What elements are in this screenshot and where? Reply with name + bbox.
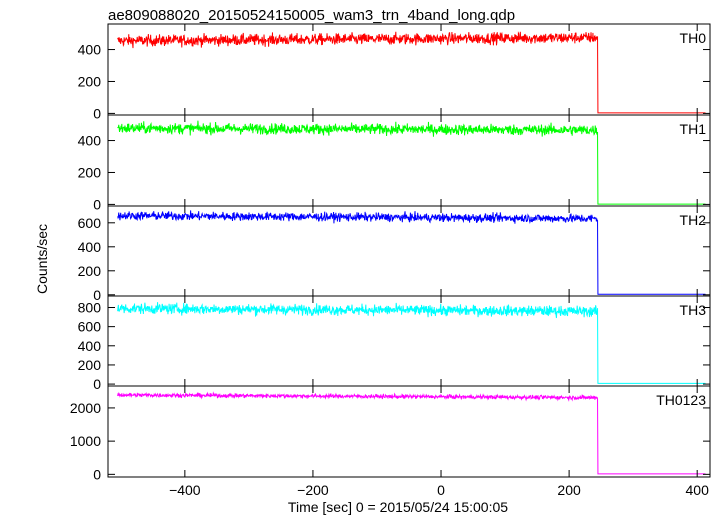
y-tick-label: 600 (78, 319, 102, 335)
x-tick-label: −400 (169, 482, 201, 498)
y-tick-label: 400 (78, 133, 102, 149)
y-axis-label: Counts/sec (34, 224, 50, 294)
x-axis-label: Time [sec] 0 = 2015/05/24 15:00:05 (288, 499, 508, 515)
panel-label-th2: TH2 (680, 212, 707, 228)
series-line-th2 (117, 210, 706, 295)
y-tick-label: 0 (93, 105, 101, 121)
panel-th0123: 0 1000 2000 TH0123 (70, 385, 711, 482)
panel-label-th0: TH0 (680, 30, 707, 46)
y-tick-label: 200 (78, 263, 102, 279)
y-tick-label: 200 (78, 73, 102, 89)
y-tick-label: 0 (93, 376, 101, 392)
series-line-th0 (117, 31, 706, 114)
x-tick-labels: −400 −200 0 200 400 (169, 482, 709, 498)
x-tick-label: −200 (297, 482, 329, 498)
y-tick-label: 2000 (70, 400, 101, 416)
y-tick-label: 0 (93, 466, 101, 482)
x-tick-label: 200 (557, 482, 581, 498)
panel-th2: 0 200 400 600 TH2 (78, 205, 711, 303)
x-tick-label: 400 (686, 482, 710, 498)
panels-group: 0 200 400 TH0 0 200 400 TH1 0 200 400 600 TH2 0 200 400… (70, 23, 711, 482)
series-line-th1 (117, 120, 706, 205)
chart-title: ae809088020_20150524150005_wam3_trn_4ban… (108, 7, 515, 24)
y-tick-label: 800 (78, 299, 102, 315)
x-tick-label: 0 (437, 482, 445, 498)
panel-th0: 0 200 400 TH0 (78, 23, 711, 121)
y-tick-label: 600 (78, 215, 102, 231)
y-tick-label: 1000 (70, 433, 101, 449)
y-tick-label: 400 (78, 42, 102, 58)
series-line-th0123 (117, 391, 706, 475)
y-tick-label: 200 (78, 164, 102, 180)
panel-label-th3: TH3 (680, 302, 707, 318)
y-tick-label: 0 (93, 287, 101, 303)
panel-label-th1: TH1 (680, 121, 707, 137)
panel-th3: 0 200 400 600 800 TH3 (78, 295, 711, 392)
series-line-th3 (117, 302, 706, 384)
y-tick-label: 0 (93, 196, 101, 212)
y-tick-label: 200 (78, 357, 102, 373)
y-tick-label: 400 (78, 239, 102, 255)
panel-frame (107, 385, 711, 478)
panel-th1: 0 200 400 TH1 (78, 114, 711, 212)
panel-label-th0123: TH0123 (656, 392, 706, 408)
y-tick-label: 400 (78, 338, 102, 354)
